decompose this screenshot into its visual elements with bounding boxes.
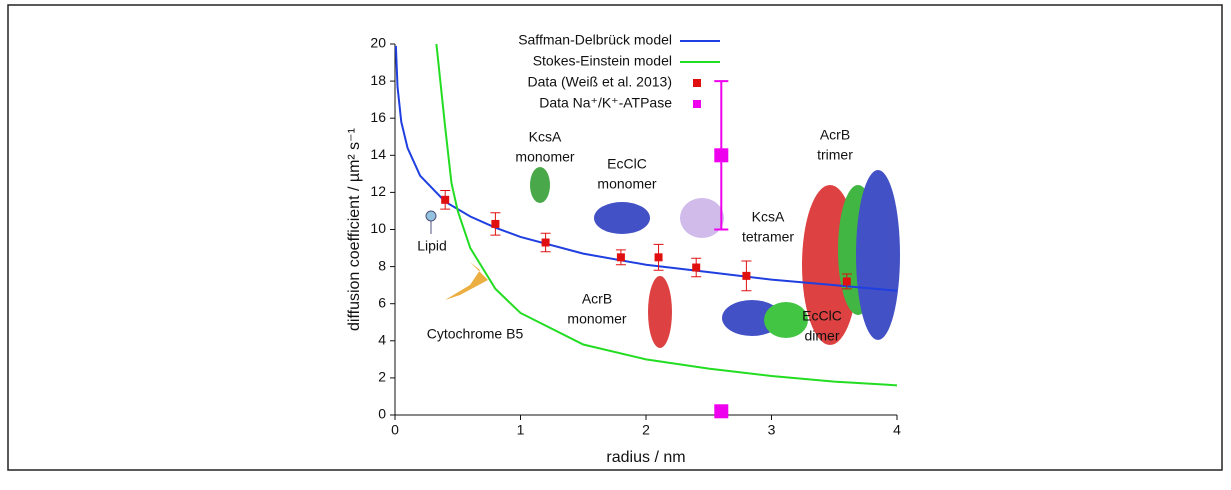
data-point xyxy=(541,238,550,247)
annotation: EcClC xyxy=(607,156,647,172)
annotation: Cytochrome B5 xyxy=(427,326,524,342)
y-tick-label: 8 xyxy=(378,257,386,273)
data-point xyxy=(714,404,729,419)
legend-swatch xyxy=(693,79,701,87)
y-tick-label: 16 xyxy=(370,109,386,125)
annotation: KcsA xyxy=(529,129,562,145)
y-axis-label: diffusion coefficient / µm² s⁻¹ xyxy=(346,128,363,331)
x-axis-label: radius / nm xyxy=(606,449,685,466)
cytochrome-icon xyxy=(445,262,488,300)
annotation: KcsA xyxy=(752,209,785,225)
y-tick-label: 4 xyxy=(378,332,386,348)
acrb-monomer-icon xyxy=(648,276,672,348)
ecclc-dimer-icon xyxy=(764,302,808,338)
kcsa-tetramer-icon xyxy=(680,198,724,238)
data-point xyxy=(714,148,729,163)
annotation: AcrB xyxy=(820,127,850,143)
x-tick-label: 4 xyxy=(893,422,901,438)
y-tick-label: 10 xyxy=(370,220,386,236)
data-point xyxy=(491,219,500,228)
annotation: EcClC xyxy=(802,308,842,324)
ecclc-monomer-icon xyxy=(594,202,650,234)
y-tick-label: 20 xyxy=(370,35,386,51)
annotation: dimer xyxy=(804,328,839,344)
legend-label: Data (Weiß et al. 2013) xyxy=(528,74,672,90)
x-tick-label: 0 xyxy=(391,422,399,438)
legend-label: Stokes-Einstein model xyxy=(533,53,672,69)
legend-swatch xyxy=(693,100,701,108)
data-point xyxy=(616,253,625,262)
legend-label: Saffman-Delbrück model xyxy=(518,32,672,48)
data-point xyxy=(692,263,701,272)
lipid-icon xyxy=(425,210,437,222)
y-tick-label: 18 xyxy=(370,72,386,88)
model-curve xyxy=(435,43,898,387)
x-tick-label: 3 xyxy=(768,422,776,438)
acrb-trimer-icon xyxy=(856,170,900,340)
data-point xyxy=(742,271,751,280)
legend-label: Data Na⁺/K⁺-ATPase xyxy=(539,95,672,111)
frame xyxy=(7,4,1223,471)
y-tick-label: 14 xyxy=(370,146,386,162)
data-point xyxy=(441,195,450,204)
y-tick-label: 6 xyxy=(378,294,386,310)
y-tick-label: 0 xyxy=(378,406,386,422)
kcsa-monomer-icon xyxy=(530,167,550,203)
data-point xyxy=(654,253,663,262)
y-tick-label: 12 xyxy=(370,183,386,199)
annotation: monomer xyxy=(567,311,626,327)
annotation: trimer xyxy=(817,147,853,163)
data-point xyxy=(842,277,851,286)
annotation: AcrB xyxy=(582,291,612,307)
y-tick-label: 2 xyxy=(378,369,386,385)
annotation: Lipid xyxy=(417,238,447,254)
x-tick-label: 1 xyxy=(517,422,525,438)
x-tick-label: 2 xyxy=(642,422,650,438)
annotation: tetramer xyxy=(742,229,794,245)
annotation: monomer xyxy=(515,149,574,165)
annotation: monomer xyxy=(597,176,656,192)
